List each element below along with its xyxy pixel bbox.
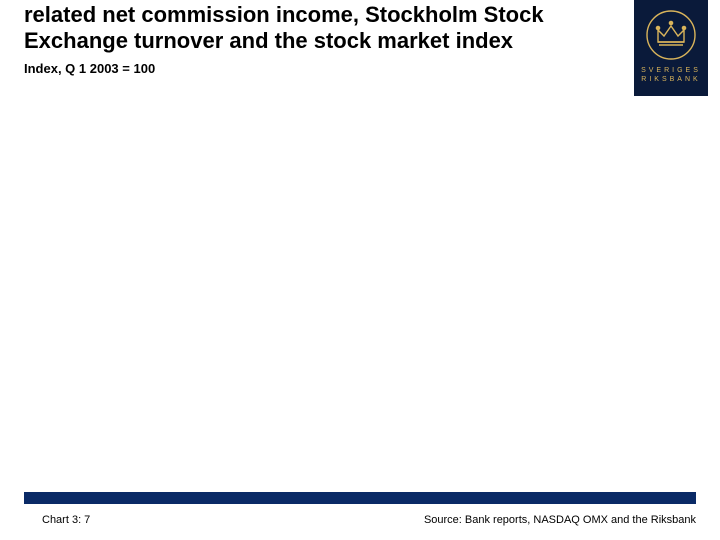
slide-subtitle: Index, Q 1 2003 = 100	[24, 61, 544, 76]
chart-number-label: Chart 3: 7	[42, 514, 90, 526]
logo-text-line1: SVERIGES	[634, 66, 708, 75]
footer-accent-bar	[24, 492, 696, 504]
source-label: Source: Bank reports, NASDAQ OMX and the…	[424, 514, 696, 526]
slide-title: related net commission income, Stockholm…	[24, 2, 544, 55]
crown-icon	[644, 8, 698, 62]
riksbank-logo: SVERIGES RIKSBANK	[634, 0, 708, 96]
chart-area-blank	[24, 130, 696, 470]
title-block: related net commission income, Stockholm…	[24, 2, 544, 76]
logo-text-line2: RIKSBANK	[634, 75, 708, 84]
slide-root: related net commission income, Stockholm…	[0, 0, 720, 540]
